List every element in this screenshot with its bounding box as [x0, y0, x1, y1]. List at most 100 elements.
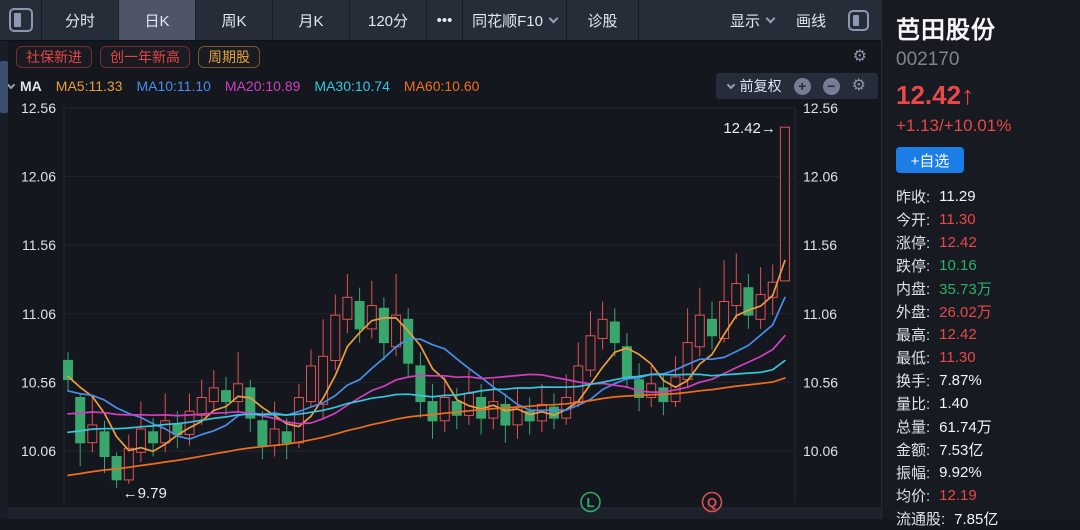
- stat-value: 7.53亿: [939, 442, 984, 459]
- candle: [609, 321, 620, 344]
- candle: [366, 305, 377, 330]
- zoom-in-button[interactable]: +: [793, 77, 811, 95]
- price-change: +1.13/+10.01%: [896, 116, 1012, 135]
- event-marker-q-icon[interactable]: [701, 491, 723, 513]
- y-axis-label-left: 10.56: [21, 374, 56, 390]
- y-axis-label-left: 11.06: [22, 306, 56, 322]
- ma-dropdown[interactable]: MA: [6, 78, 42, 94]
- y-axis-label-left: 11.56: [22, 237, 56, 253]
- tag-pill[interactable]: 周期股: [198, 46, 260, 68]
- candle: [415, 365, 426, 403]
- stat-label: 振幅:: [896, 465, 931, 482]
- y-axis-label-right: 12.56: [803, 100, 838, 116]
- candle: [196, 397, 207, 416]
- draw-line-button[interactable]: 画线: [796, 10, 826, 31]
- tab-daily-k[interactable]: 日K: [119, 0, 196, 40]
- indicator-settings-gear-icon[interactable]: ⚙: [851, 77, 866, 94]
- tab-weekly-k[interactable]: 周K: [196, 0, 273, 40]
- event-marker-l-icon[interactable]: [580, 491, 601, 513]
- stat-value: 1.40: [939, 395, 969, 412]
- candle: [293, 397, 304, 444]
- stat-value: 35.73万: [939, 281, 992, 298]
- tab-label: 120分: [367, 12, 409, 30]
- kline-chart-svg[interactable]: 12.56 12.56 12.06 12.06 11.56 11.56 11.06 11.06…: [0, 99, 881, 519]
- stat-label: 跌停:: [896, 258, 931, 275]
- y-axis-label-left: 12.06: [21, 169, 56, 185]
- tab-more[interactable]: •••: [427, 0, 463, 40]
- stat-label: 最低:: [896, 350, 931, 367]
- zoom-out-button[interactable]: −: [822, 77, 840, 95]
- y-axis-label-right: 10.56: [803, 374, 838, 390]
- candle: [707, 318, 717, 337]
- draw-line-label: 画线: [795, 12, 826, 30]
- ma-value: MA60:10.60: [403, 78, 480, 94]
- candle: [75, 397, 86, 444]
- high-annotation: 12.42→: [723, 120, 776, 137]
- tab-label: 日K: [144, 12, 170, 30]
- tab-diagnose[interactable]: 诊股: [567, 0, 639, 40]
- tag-pill[interactable]: 创一年新高: [100, 46, 190, 68]
- candle: [354, 301, 365, 330]
- ma-value: MA30:10.74: [314, 78, 390, 94]
- stat-value: 11.30: [939, 349, 976, 366]
- tab-label: 月K: [298, 12, 324, 30]
- tab-ths-f10[interactable]: 同花顺F10: [463, 0, 567, 40]
- chart-toolbar: 分时 日K 周K 月K 120分 ••• 同花顺F10 诊股 显示 画线: [0, 0, 881, 41]
- stat-label: 涨停:: [896, 235, 931, 252]
- candle: [524, 410, 535, 422]
- ma-legend: MA MA5:11.33 MA10:11.10 MA20:10.89 MA30:10.…: [6, 73, 480, 99]
- ma-line-ma10: [67, 296, 786, 440]
- up-arrow-icon: ↑: [961, 80, 975, 110]
- add-watchlist-button[interactable]: +自选: [896, 147, 964, 173]
- event-marker-letter: L: [587, 495, 595, 510]
- stat-value: 61.74万: [939, 419, 992, 436]
- stat-label: 总量:: [896, 419, 931, 436]
- stat-value: 26.02万: [939, 304, 992, 321]
- kline-chart-area[interactable]: MA MA5:11.33 MA10:11.10 MA20:10.89 MA30:10.…: [0, 73, 881, 519]
- stat-row: 内盘: 35.73万: [896, 277, 1080, 300]
- tags-settings-gear-icon[interactable]: ⚙: [852, 48, 867, 65]
- candle: [87, 424, 98, 444]
- candle: [719, 301, 730, 339]
- stat-row: 外盘: 26.02万: [896, 300, 1080, 323]
- current-price: 12.42↑: [896, 80, 1080, 111]
- display-label: 显示: [729, 12, 760, 30]
- stat-label: 金额:: [896, 442, 931, 459]
- tab-monthly-k[interactable]: 月K: [273, 0, 350, 40]
- tab-label: 分时: [64, 12, 95, 30]
- stat-value: 11.29: [939, 188, 976, 205]
- stat-row: 今开: 11.30: [896, 208, 1080, 231]
- stat-label: 昨收:: [896, 189, 931, 206]
- panel-toggle-button[interactable]: [0, 0, 42, 40]
- display-button[interactable]: 显示: [729, 10, 776, 31]
- candle: [318, 355, 329, 405]
- chevron-down-icon: [6, 80, 16, 89]
- candle: [378, 307, 389, 344]
- adjust-label: 前复权: [739, 78, 782, 94]
- y-axis-label-left: 10.06: [21, 443, 56, 459]
- chart-controls: 前复权 + − ⚙: [715, 73, 878, 99]
- candle: [391, 314, 402, 348]
- stat-value: 12.42: [939, 234, 977, 251]
- stat-row: 最高: 12.42: [896, 323, 1080, 346]
- layout-toggle-icon[interactable]: [848, 9, 869, 31]
- stat-row: 总量: 61.74万: [896, 415, 1080, 438]
- candle: [731, 283, 742, 307]
- candle: [233, 383, 244, 403]
- stat-value: 7.87%: [939, 372, 982, 389]
- left-scrollbar-thumb[interactable]: [0, 61, 8, 113]
- stock-code: 002170: [896, 49, 960, 70]
- tab-minute[interactable]: 分时: [42, 0, 119, 40]
- ma-value: MA10:11.10: [136, 78, 211, 94]
- tab-120min[interactable]: 120分: [350, 0, 427, 40]
- candle: [306, 365, 316, 403]
- tag-pill[interactable]: 社保新进: [16, 46, 92, 68]
- low-annotation: ←9.79: [123, 485, 167, 502]
- y-axis-label-right: 12.06: [803, 169, 838, 185]
- candle: [694, 314, 705, 348]
- candle: [148, 431, 159, 444]
- stat-value: 9.92%: [939, 464, 982, 481]
- candle: [549, 406, 559, 419]
- adjust-dropdown[interactable]: 前复权: [726, 76, 782, 96]
- y-axis-label-right: 11.06: [803, 306, 837, 322]
